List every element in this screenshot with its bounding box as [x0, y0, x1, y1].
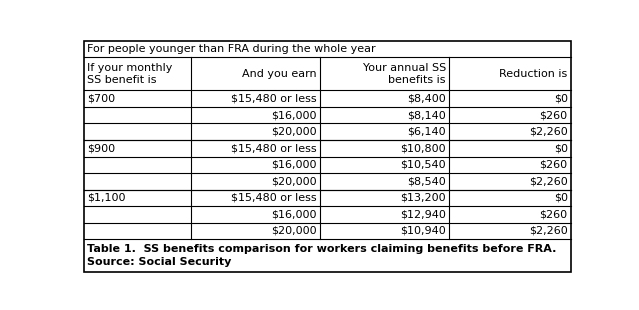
Text: $13,200: $13,200: [400, 193, 446, 203]
Text: $2,260: $2,260: [529, 176, 567, 186]
Text: $8,540: $8,540: [407, 176, 446, 186]
Text: Source: Social Security: Source: Social Security: [88, 257, 232, 267]
Text: If your monthly
SS benefit is: If your monthly SS benefit is: [88, 63, 173, 85]
Text: $12,940: $12,940: [400, 210, 446, 219]
Text: $20,000: $20,000: [271, 127, 317, 137]
Text: $16,000: $16,000: [271, 210, 317, 219]
Text: $15,480 or less: $15,480 or less: [231, 94, 317, 104]
Text: $260: $260: [539, 210, 567, 219]
Text: $0: $0: [553, 143, 567, 153]
Text: Table 1.  SS benefits comparison for workers claiming benefits before FRA.: Table 1. SS benefits comparison for work…: [88, 244, 557, 254]
Text: $260: $260: [539, 110, 567, 120]
Text: $10,940: $10,940: [400, 226, 446, 236]
Text: $20,000: $20,000: [271, 176, 317, 186]
Text: $6,140: $6,140: [407, 127, 446, 137]
Text: For people younger than FRA during the whole year: For people younger than FRA during the w…: [88, 44, 376, 54]
Text: $8,400: $8,400: [407, 94, 446, 104]
Text: $700: $700: [88, 94, 116, 104]
Text: $10,540: $10,540: [400, 160, 446, 170]
Text: Reduction is: Reduction is: [500, 69, 567, 79]
Text: $15,480 or less: $15,480 or less: [231, 143, 317, 153]
Text: $1,100: $1,100: [88, 193, 126, 203]
Text: $15,480 or less: $15,480 or less: [231, 193, 317, 203]
Text: $16,000: $16,000: [271, 160, 317, 170]
Text: $2,260: $2,260: [529, 226, 567, 236]
Text: $20,000: $20,000: [271, 226, 317, 236]
Text: $0: $0: [553, 193, 567, 203]
Text: $2,260: $2,260: [529, 127, 567, 137]
Text: $8,140: $8,140: [407, 110, 446, 120]
Text: $260: $260: [539, 160, 567, 170]
Text: $16,000: $16,000: [271, 110, 317, 120]
Text: Your annual SS
benefits is: Your annual SS benefits is: [362, 63, 446, 85]
Text: $900: $900: [88, 143, 116, 153]
Text: $0: $0: [553, 94, 567, 104]
Text: $10,800: $10,800: [400, 143, 446, 153]
Text: And you earn: And you earn: [242, 69, 317, 79]
